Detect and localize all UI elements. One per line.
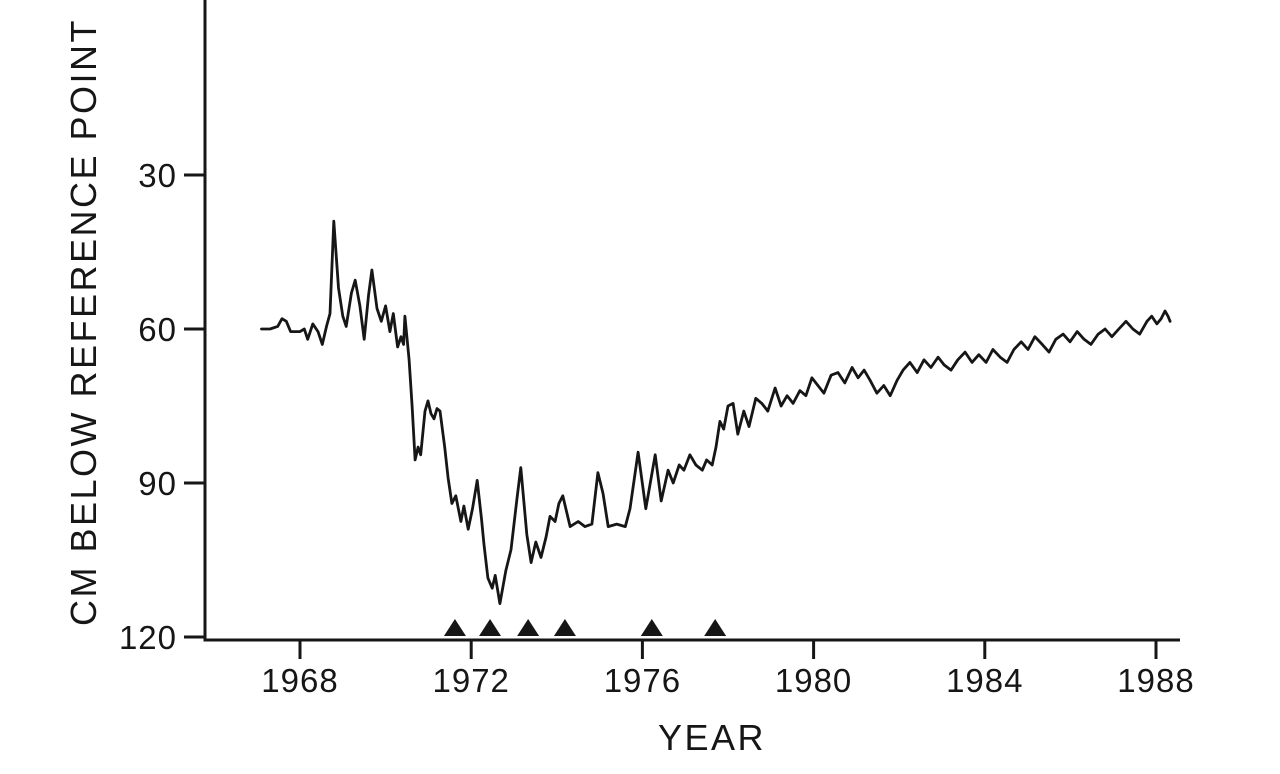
x-tick-label: 1972 bbox=[432, 662, 509, 699]
series-line-water-level-cm-below-reference bbox=[260, 219, 1172, 605]
y-tick-label: 120 bbox=[119, 619, 177, 656]
event-triangle-marker bbox=[443, 619, 466, 636]
axes-group bbox=[203, 0, 1180, 642]
y-tick-label: 90 bbox=[138, 465, 177, 502]
x-tick-label: 1980 bbox=[775, 662, 852, 699]
y-tick-label: 60 bbox=[138, 311, 177, 348]
x-tick-group: 1968 1972 1976 1980 1984 1988 bbox=[261, 640, 1194, 699]
event-triangle-marker bbox=[517, 619, 540, 636]
x-tick-label: 1968 bbox=[261, 662, 338, 699]
x-tick-label: 1988 bbox=[1117, 662, 1194, 699]
event-marker-group bbox=[443, 619, 727, 636]
x-tick-label: 1976 bbox=[604, 662, 681, 699]
event-triangle-marker bbox=[479, 619, 502, 636]
event-triangle-marker bbox=[640, 619, 663, 636]
y-tick-label: 30 bbox=[138, 157, 177, 194]
series-group bbox=[260, 219, 1172, 605]
event-triangle-marker bbox=[704, 619, 727, 636]
x-axis-title: YEAR bbox=[658, 717, 766, 758]
event-triangle-marker bbox=[553, 619, 576, 636]
y-axis-title: CM BELOW REFERENCE POINT bbox=[63, 18, 104, 626]
x-tick-label: 1984 bbox=[946, 662, 1023, 699]
y-tick-group: 30 60 90 120 bbox=[119, 157, 205, 656]
